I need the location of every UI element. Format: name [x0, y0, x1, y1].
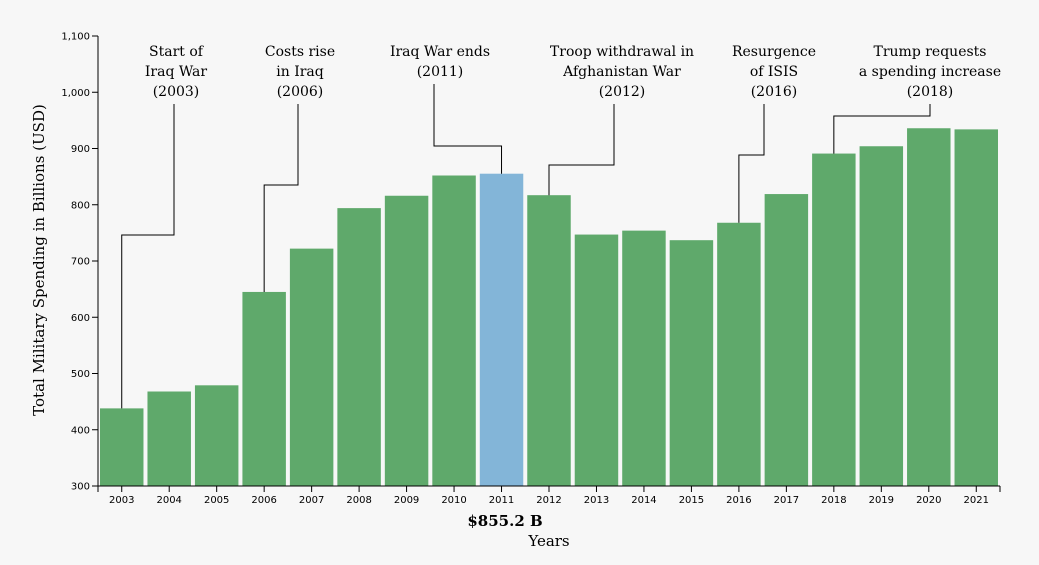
y-tick-label: 500 — [71, 369, 90, 380]
y-tick-label: 1,100 — [61, 32, 90, 43]
x-tick-label: 2015 — [679, 495, 704, 506]
x-tick-label: 2004 — [156, 495, 181, 506]
bar-2005[interactable] — [194, 385, 239, 486]
bar-2003[interactable] — [100, 408, 144, 486]
y-tick-label: 400 — [71, 425, 90, 436]
bar-2015[interactable] — [669, 240, 714, 486]
bar-2011[interactable] — [479, 173, 524, 486]
bar-2014[interactable] — [622, 230, 666, 486]
annotation-text-2016: of ISIS — [750, 64, 798, 80]
bar-2019[interactable] — [859, 146, 904, 486]
annotation-text-2018: Trump requests — [874, 44, 987, 60]
x-tick-label: 2014 — [631, 495, 656, 506]
annotation-leader-2006 — [263, 104, 299, 292]
x-tick-label: 2019 — [869, 495, 894, 506]
y-tick-label: 900 — [71, 144, 90, 155]
x-tick-label: 2020 — [916, 495, 941, 506]
annotation-text-2018: a spending increase — [859, 64, 1001, 80]
y-tick-label: 600 — [71, 313, 90, 324]
bar-2004[interactable] — [147, 391, 191, 487]
x-tick-label: 2018 — [821, 495, 846, 506]
x-tick-label: 2017 — [774, 495, 799, 506]
bar-2008[interactable] — [337, 208, 381, 486]
x-tick-label: 2021 — [964, 495, 989, 506]
bar-2021[interactable] — [954, 129, 998, 486]
x-tick-label: 2010 — [441, 495, 466, 506]
x-tick-label: 2008 — [346, 495, 371, 506]
x-tick-label: 2003 — [109, 495, 134, 506]
bars-group — [100, 128, 998, 486]
annotation-leader-2018 — [833, 104, 931, 154]
x-tick-label: 2007 — [299, 495, 324, 506]
bar-2012[interactable] — [527, 195, 571, 486]
bar-2007[interactable] — [289, 248, 334, 486]
bar-2018[interactable] — [812, 153, 856, 486]
x-tick-label: 2011 — [489, 495, 514, 506]
y-tick-label: 300 — [71, 482, 90, 493]
bar-2010[interactable] — [432, 175, 476, 487]
annotation-text-2003: Start of — [149, 44, 205, 60]
bar-2006[interactable] — [242, 291, 286, 486]
hover-value-readout: $855.2 B — [467, 512, 542, 530]
annotation-text-2011: Iraq War ends — [390, 44, 490, 60]
annotation-text-2018: (2018) — [907, 84, 954, 100]
annotation-text-2011: (2011) — [417, 64, 464, 80]
annotation-text-2006: (2006) — [277, 84, 324, 100]
y-tick-label: 1,000 — [61, 88, 90, 99]
x-tick-label: 2006 — [251, 495, 276, 506]
x-axis-title: Years — [527, 532, 569, 550]
y-tick-label: 700 — [71, 257, 90, 268]
x-tick-label: 2013 — [584, 495, 609, 506]
x-tick-label: 2005 — [204, 495, 229, 506]
annotation-text-2006: Costs rise — [265, 44, 335, 60]
annotations-group: Start of Iraq War (2003) Costs rise in Iraq (… — [121, 44, 1001, 409]
annotation-text-2012: Afghanistan War — [562, 64, 681, 80]
annotation-text-2006: in Iraq — [276, 64, 324, 80]
bar-2013[interactable] — [574, 234, 619, 486]
annotation-leader-2011 — [433, 84, 503, 174]
bar-2016[interactable] — [717, 222, 761, 486]
x-axis: 2003 2004 2005 2006 2007 2008 2009 2010 2011 2012… — [97, 485, 1001, 506]
bar-2020[interactable] — [907, 128, 951, 486]
y-tick-label: 800 — [71, 200, 90, 211]
annotation-text-2003: Iraq War — [145, 64, 208, 80]
x-tick-label: 2012 — [536, 495, 561, 506]
annotation-text-2016: Resurgence — [732, 44, 816, 60]
annotation-leader-2012 — [548, 104, 615, 196]
y-axis: 300 400 500 600 700 800 900 1,000 1,100 — [61, 32, 99, 493]
annotation-leader-2003 — [121, 104, 175, 409]
annotation-text-2003: (2003) — [153, 84, 200, 100]
annotation-text-2012: (2012) — [599, 84, 646, 100]
bar-2009[interactable] — [384, 195, 429, 486]
annotation-leader-2016 — [738, 104, 765, 223]
y-axis-title: Total Military Spending in Billions (USD… — [30, 104, 48, 416]
bar-2017[interactable] — [764, 194, 809, 486]
x-tick-label: 2016 — [726, 495, 751, 506]
annotation-text-2016: (2016) — [751, 84, 798, 100]
x-tick-label: 2009 — [394, 495, 419, 506]
annotation-text-2012: Troop withdrawal in — [550, 44, 694, 60]
